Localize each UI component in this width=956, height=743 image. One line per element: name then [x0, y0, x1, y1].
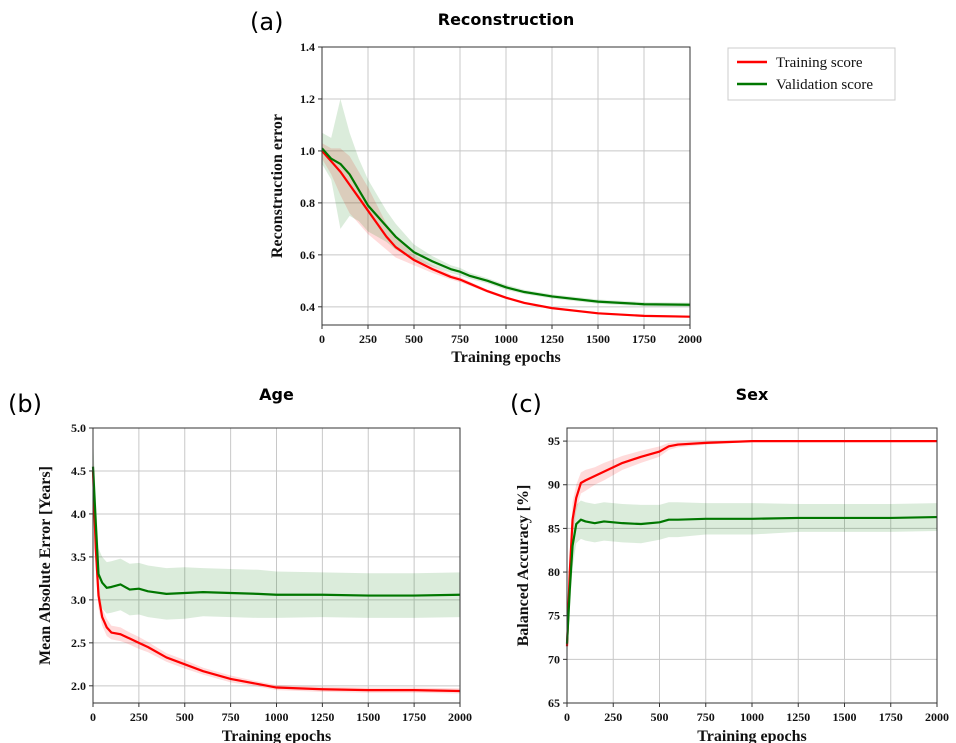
- sex-x-axis-label: Training epochs: [697, 728, 807, 743]
- panel-reconstruction: (a) 0 250 500 750 1000 1250 1500 1750 2000 0.4 0.6…: [250, 8, 702, 366]
- reconstruction-y-tick-label: 0.6: [300, 248, 315, 262]
- age-y-tick-label: 3.5: [71, 550, 86, 564]
- age-y-tick-label: 2.5: [71, 636, 86, 650]
- sex-x-tick-label: 1250: [786, 710, 810, 724]
- age-y-tick-label: 2.0: [71, 679, 86, 693]
- age-x-tick-label: 250: [130, 710, 148, 724]
- panel-label-a: (a): [250, 8, 283, 36]
- sex-title: Sex: [736, 385, 769, 404]
- sex-y-tick-label: 85: [548, 521, 560, 535]
- reconstruction-x-tick-label: 1250: [540, 332, 564, 346]
- reconstruction-x-axis-label: Training epochs: [451, 349, 561, 366]
- reconstruction-y-tick-label: 0.8: [300, 196, 315, 210]
- age-x-tick-label: 1000: [265, 710, 289, 724]
- age-y-tick-label: 4.0: [71, 507, 86, 521]
- sex-y-axis-label: Balanced Accuracy [%]: [515, 485, 532, 647]
- sex-x-tick-label: 1750: [879, 710, 903, 724]
- age-band-validation-score: [93, 436, 460, 620]
- reconstruction-x-tick-label: 1000: [494, 332, 518, 346]
- panel-label-c: (c): [510, 390, 542, 418]
- reconstruction-x-tick-label: 2000: [678, 332, 702, 346]
- sex-line-validation-score: [565, 515, 938, 644]
- sex-x-tick-label: 750: [697, 710, 715, 724]
- reconstruction-x-tick-label: 500: [405, 332, 423, 346]
- panel-label-b: (b): [8, 390, 42, 418]
- sex-y-tick-label: 70: [548, 652, 560, 666]
- age-x-tick-label: 1750: [402, 710, 426, 724]
- reconstruction-line-validation-score: [321, 147, 691, 306]
- panel-sex: (c) 0 250 500 750 1000 1250 1500 1750 2000 65 70 75…: [510, 385, 949, 743]
- reconstruction-band-validation-score: [322, 98, 690, 307]
- age-title: Age: [259, 385, 294, 404]
- panel-age: (b) 0 250 500 750 1000 1250 1500 1750 2000 2.0 2.5…: [8, 385, 472, 743]
- age-x-tick-label: 750: [222, 710, 240, 724]
- reconstruction-x-tick-label: 1750: [632, 332, 656, 346]
- sex-x-tick-label: 1000: [740, 710, 764, 724]
- age-y-tick-label: 4.5: [71, 464, 86, 478]
- age-x-tick-label: 2000: [448, 710, 472, 724]
- sex-y-tick-label: 80: [548, 565, 560, 579]
- age-y-tick-label: 5.0: [71, 421, 86, 435]
- reconstruction-title: Reconstruction: [438, 10, 575, 29]
- sex-x-tick-label: 1500: [833, 710, 857, 724]
- age-x-tick-label: 500: [176, 710, 194, 724]
- legend: Training score Validation score: [727, 47, 896, 101]
- reconstruction-y-tick-label: 0.4: [300, 300, 315, 314]
- reconstruction-y-tick-label: 1.4: [300, 40, 315, 54]
- age-x-tick-label: 0: [90, 710, 96, 724]
- sex-y-tick-label: 65: [548, 696, 560, 710]
- age-line-training-score: [91, 470, 461, 693]
- sex-line-training-score: [565, 439, 937, 647]
- age-line-validation-score: [91, 466, 461, 597]
- reconstruction-x-tick-label: 0: [319, 332, 325, 346]
- reconstruction-line-training-score: [321, 150, 691, 318]
- age-y-axis-label: Mean Absolute Error [Years]: [37, 466, 54, 665]
- sex-x-tick-label: 0: [564, 710, 570, 724]
- age-x-tick-label: 1500: [356, 710, 380, 724]
- age-x-axis-label: Training epochs: [222, 728, 332, 743]
- reconstruction-y-axis-label: Reconstruction error: [269, 114, 286, 258]
- age-x-tick-label: 1250: [310, 710, 334, 724]
- legend-label-validation: Validation score: [776, 77, 873, 93]
- age-y-tick-label: 3.0: [71, 593, 86, 607]
- sex-x-tick-label: 250: [604, 710, 622, 724]
- legend-label-training: Training score: [776, 55, 863, 71]
- reconstruction-x-tick-label: 750: [451, 332, 469, 346]
- reconstruction-x-tick-label: 250: [359, 332, 377, 346]
- sex-x-tick-label: 2000: [925, 710, 949, 724]
- sex-x-tick-label: 500: [651, 710, 669, 724]
- sex-band-validation-score: [567, 500, 937, 662]
- legend-box: [727, 47, 896, 101]
- reconstruction-y-tick-label: 1.0: [300, 144, 315, 158]
- sex-y-tick-label: 95: [548, 434, 560, 448]
- reconstruction-y-tick-label: 1.2: [300, 92, 315, 106]
- reconstruction-x-tick-label: 1500: [586, 332, 610, 346]
- sex-y-tick-label: 90: [548, 478, 560, 492]
- sex-y-tick-label: 75: [548, 609, 560, 623]
